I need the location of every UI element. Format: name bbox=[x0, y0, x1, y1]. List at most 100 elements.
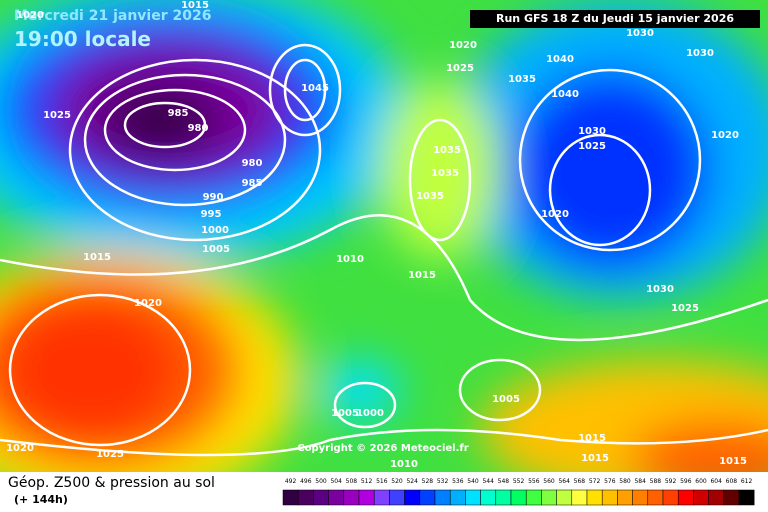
colorbar-swatch bbox=[738, 489, 755, 506]
isobar-label: 1020 bbox=[449, 40, 477, 51]
isobar-label: 1025 bbox=[578, 141, 606, 152]
isobar-label: 1030 bbox=[578, 126, 606, 137]
isobar-label: 1035 bbox=[416, 191, 444, 202]
colorbar-swatch bbox=[373, 489, 390, 506]
colorbar-swatch bbox=[693, 489, 709, 506]
isobar-label: 1005 bbox=[202, 244, 230, 255]
isobar-label: 980 bbox=[242, 158, 263, 169]
colorbar-swatch bbox=[571, 489, 588, 506]
colorbar-swatch bbox=[343, 489, 360, 506]
colorbar-swatch bbox=[647, 489, 664, 506]
colorbar-swatch bbox=[601, 489, 618, 506]
colorbar-label: 576 bbox=[604, 478, 616, 485]
isobar-label: 1005 bbox=[331, 408, 359, 419]
isobar-label: 1020 bbox=[711, 130, 739, 141]
colorbar-swatch bbox=[586, 489, 603, 506]
colorbar-swatch bbox=[556, 489, 573, 506]
isobar-label: 1000 bbox=[356, 408, 384, 419]
colorbar-label: 600 bbox=[695, 478, 707, 485]
colorbar-label: 504 bbox=[330, 478, 342, 485]
run-box bbox=[470, 10, 760, 28]
colorbar-label: 568 bbox=[574, 478, 586, 485]
isobar-label: 1020 bbox=[541, 209, 569, 220]
isobar-label: 1030 bbox=[686, 48, 714, 59]
isobar-label: 1020 bbox=[6, 443, 34, 454]
isobar-label: 1015 bbox=[581, 453, 609, 464]
isobar-label: 985 bbox=[242, 178, 263, 189]
colorbar-label: 492 bbox=[285, 478, 297, 485]
isobar-label: 1030 bbox=[626, 28, 654, 39]
colorbar-label: 500 bbox=[315, 478, 327, 485]
colorbar-label: 528 bbox=[422, 478, 434, 485]
colorbar-swatch bbox=[404, 489, 421, 506]
footer-title: Géop. Z500 & pression au sol bbox=[8, 475, 215, 491]
colorbar-label: 584 bbox=[634, 478, 646, 485]
colorbar-label: 580 bbox=[619, 478, 631, 485]
colorbar-swatch bbox=[358, 489, 375, 506]
isobar-label: 1020 bbox=[134, 298, 162, 309]
colorbar-swatch bbox=[677, 489, 694, 506]
isobar-label: 990 bbox=[203, 192, 224, 203]
colorbar-label: 540 bbox=[467, 478, 479, 485]
colorbar-label: 508 bbox=[346, 478, 358, 485]
colorbar-swatch bbox=[297, 489, 314, 506]
isobar-label: 1040 bbox=[546, 54, 574, 65]
date-label: Mercredi 21 janvier 2026 bbox=[14, 8, 211, 24]
colorbar-label: 544 bbox=[482, 478, 494, 485]
isobar-label: 1045 bbox=[301, 83, 329, 94]
colorbar-swatch bbox=[465, 489, 481, 506]
colorbar-swatch bbox=[510, 489, 527, 506]
colorbar-label: 552 bbox=[513, 478, 525, 485]
colorbar-swatch bbox=[480, 489, 497, 506]
footer-lead: (+ 144h) bbox=[14, 493, 68, 506]
isobar-label: 1025 bbox=[446, 63, 474, 74]
colorbar-label: 560 bbox=[543, 478, 555, 485]
colorbar-label: 572 bbox=[589, 478, 601, 485]
isobar-label: 980 bbox=[188, 123, 209, 134]
colorbar-label: 612 bbox=[741, 478, 753, 485]
colorbar-swatch bbox=[313, 489, 329, 506]
isobar-label: 1025 bbox=[671, 303, 699, 314]
isobar-label: 1015 bbox=[578, 433, 606, 444]
isobar-label: 1040 bbox=[551, 89, 579, 100]
colorbar-swatch bbox=[632, 489, 649, 506]
colorbar-label: 516 bbox=[376, 478, 388, 485]
colorbar-label: 512 bbox=[361, 478, 373, 485]
isobar-label: 1025 bbox=[43, 110, 71, 121]
isobar-label: 1020 bbox=[16, 10, 44, 21]
colorbar-swatch bbox=[525, 489, 542, 506]
colorbar-swatch bbox=[541, 489, 557, 506]
colorbar-swatch bbox=[419, 489, 436, 506]
colorbar-label: 604 bbox=[710, 478, 722, 485]
colorbar-swatch bbox=[449, 489, 466, 506]
colorbar-swatch bbox=[328, 489, 345, 506]
colorbar-swatch bbox=[389, 489, 405, 506]
colorbar-swatch bbox=[495, 489, 512, 506]
isobar-label: 1005 bbox=[492, 394, 520, 405]
isobar-label: 1015 bbox=[408, 270, 436, 281]
colorbar-swatch bbox=[662, 489, 679, 506]
colorbar-label: 520 bbox=[391, 478, 403, 485]
run-label: Run GFS 18 Z du Jeudi 15 janvier 2026 bbox=[496, 12, 734, 25]
isobar-label: 1015 bbox=[719, 456, 747, 467]
colorbar-label: 564 bbox=[558, 478, 570, 485]
isobar-label: 1000 bbox=[201, 225, 229, 236]
colorbar-swatch bbox=[708, 489, 725, 506]
colorbar-swatch bbox=[723, 489, 740, 506]
time-label: 19:00 locale bbox=[14, 27, 151, 51]
colorbar-label: 556 bbox=[528, 478, 540, 485]
colorbar-label: 548 bbox=[498, 478, 510, 485]
colorbar-swatch bbox=[617, 489, 633, 506]
isobar-label: 985 bbox=[168, 108, 189, 119]
colorbar-swatch bbox=[282, 489, 299, 506]
isobar-label: 1015 bbox=[83, 252, 111, 263]
isobar-label: 1030 bbox=[646, 284, 674, 295]
isobar-label: 995 bbox=[201, 209, 222, 220]
isobar-label: 1035 bbox=[433, 145, 461, 156]
colorbar-swatch bbox=[434, 489, 451, 506]
colorbar-label: 596 bbox=[680, 478, 692, 485]
isobar-label: 1035 bbox=[431, 168, 459, 179]
